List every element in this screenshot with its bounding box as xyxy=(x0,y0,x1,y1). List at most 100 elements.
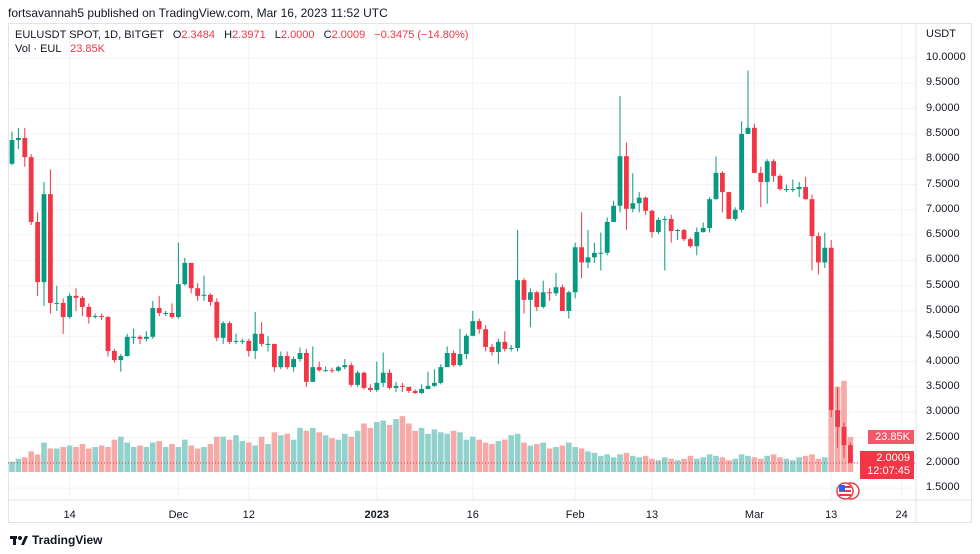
candle[interactable] xyxy=(483,325,488,352)
us-flag-events-icon[interactable] xyxy=(836,482,862,500)
candle[interactable] xyxy=(387,369,392,390)
candle[interactable] xyxy=(534,290,540,311)
candle[interactable] xyxy=(764,159,770,204)
candle[interactable] xyxy=(502,331,508,352)
candle[interactable] xyxy=(835,386,840,448)
candle[interactable] xyxy=(124,333,130,357)
candle[interactable] xyxy=(60,298,66,334)
candle[interactable] xyxy=(560,284,565,311)
candle[interactable] xyxy=(208,293,213,306)
candle[interactable] xyxy=(528,288,533,328)
candle[interactable] xyxy=(713,156,719,200)
candle[interactable] xyxy=(227,321,232,344)
candle[interactable] xyxy=(259,322,264,347)
candle[interactable] xyxy=(35,212,40,296)
candle[interactable] xyxy=(649,209,655,238)
candle[interactable] xyxy=(598,232,604,271)
candle[interactable] xyxy=(131,328,136,344)
candle[interactable] xyxy=(137,335,143,344)
candle[interactable] xyxy=(169,303,175,319)
candle[interactable] xyxy=(508,344,514,352)
candle[interactable] xyxy=(624,142,629,231)
candle[interactable] xyxy=(80,295,85,317)
candle[interactable] xyxy=(393,381,399,392)
candle[interactable] xyxy=(163,311,168,317)
candle[interactable] xyxy=(656,217,661,235)
candle[interactable] xyxy=(489,343,495,356)
candle[interactable] xyxy=(419,384,424,394)
candle[interactable] xyxy=(585,230,591,268)
candle[interactable] xyxy=(118,354,124,372)
candle[interactable] xyxy=(790,179,796,193)
candle[interactable] xyxy=(240,338,245,344)
candle[interactable] xyxy=(361,371,367,390)
candle[interactable] xyxy=(444,346,450,368)
candle[interactable] xyxy=(380,352,386,387)
candle[interactable] xyxy=(99,313,104,321)
candle[interactable] xyxy=(579,212,584,279)
candle[interactable] xyxy=(540,280,546,309)
candle[interactable] xyxy=(822,232,828,268)
candle[interactable] xyxy=(758,166,764,208)
candle[interactable] xyxy=(16,127,21,150)
candle[interactable] xyxy=(188,262,194,294)
candle[interactable] xyxy=(592,242,597,263)
candle[interactable] xyxy=(688,237,693,248)
candle[interactable] xyxy=(784,184,789,193)
candle[interactable] xyxy=(432,369,437,387)
candle[interactable] xyxy=(150,300,156,339)
candle[interactable] xyxy=(310,346,316,382)
candle[interactable] xyxy=(777,174,783,191)
candle[interactable] xyxy=(662,215,668,271)
candle[interactable] xyxy=(54,285,60,311)
candle[interactable] xyxy=(400,382,405,392)
candle[interactable] xyxy=(675,229,680,241)
candle[interactable] xyxy=(316,361,322,372)
candle[interactable] xyxy=(681,229,687,242)
candle[interactable] xyxy=(745,70,751,134)
candle[interactable] xyxy=(278,351,284,370)
candle[interactable] xyxy=(304,348,309,387)
candle[interactable] xyxy=(297,347,303,362)
candle[interactable] xyxy=(342,359,348,370)
candle[interactable] xyxy=(112,348,117,363)
candle[interactable] xyxy=(28,154,34,225)
candle[interactable] xyxy=(464,333,469,360)
candle[interactable] xyxy=(348,362,354,387)
candle[interactable] xyxy=(425,371,431,390)
candle[interactable] xyxy=(841,422,847,458)
candle[interactable] xyxy=(48,169,53,314)
candle[interactable] xyxy=(272,343,277,372)
candle[interactable] xyxy=(668,214,674,243)
candle[interactable] xyxy=(73,288,79,311)
candle[interactable] xyxy=(694,227,700,256)
candle[interactable] xyxy=(323,366,328,372)
candle[interactable] xyxy=(214,298,220,342)
candle[interactable] xyxy=(636,192,642,213)
candle[interactable] xyxy=(41,181,47,306)
candle[interactable] xyxy=(803,176,808,200)
candle[interactable] xyxy=(816,232,821,275)
candle[interactable] xyxy=(521,278,527,314)
candle[interactable] xyxy=(92,313,98,319)
candle[interactable] xyxy=(246,338,252,357)
candle[interactable] xyxy=(220,321,226,344)
candle[interactable] xyxy=(86,303,92,324)
tradingview-logo[interactable]: TradingView xyxy=(10,533,102,547)
candle[interactable] xyxy=(617,95,623,213)
candle[interactable] xyxy=(515,230,520,352)
candle[interactable] xyxy=(566,290,572,319)
candle[interactable] xyxy=(451,350,456,367)
candle[interactable] xyxy=(374,361,380,392)
candle[interactable] xyxy=(176,242,181,319)
candle[interactable] xyxy=(252,312,258,360)
candle[interactable] xyxy=(438,364,444,385)
candle[interactable] xyxy=(848,442,853,463)
candle[interactable] xyxy=(553,273,559,296)
candle[interactable] xyxy=(739,121,744,213)
candle[interactable] xyxy=(470,311,476,337)
candle[interactable] xyxy=(156,295,162,317)
candle[interactable] xyxy=(732,207,738,221)
candle[interactable] xyxy=(572,242,578,299)
